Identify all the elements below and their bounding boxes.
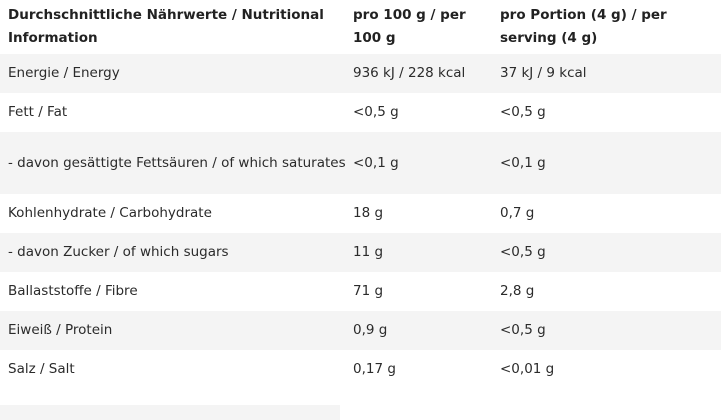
footer-strip — [0, 405, 340, 420]
table-row: Energie / Energy 936 kJ / 228 kcal 37 kJ… — [0, 54, 721, 93]
nutrient-label: Ballaststoffe / Fibre — [8, 283, 138, 299]
header-per-100g: pro 100 g / per 100 g — [353, 7, 466, 46]
nutrition-table: Durchschnittliche Nährwerte / Nutritiona… — [0, 0, 721, 389]
table-row: Salz / Salt 0,17 g <0,01 g — [0, 350, 721, 389]
value-per-portion: 2,8 g — [500, 283, 535, 299]
nutrient-label: Kohlenhydrate / Carbohydrate — [8, 205, 212, 221]
value-per-100g: 936 kJ / 228 kcal — [353, 65, 466, 81]
nutrient-label: Fett / Fat — [8, 104, 68, 120]
value-per-100g: 71 g — [353, 283, 384, 299]
nutrient-label: Salz / Salt — [8, 361, 75, 377]
table-row: Fett / Fat <0,5 g <0,5 g — [0, 93, 721, 132]
header-nutrient: Durchschnittliche Nährwerte / Nutritiona… — [8, 7, 324, 46]
nutrient-label: Energie / Energy — [8, 65, 120, 81]
table-row: Ballaststoffe / Fibre 71 g 2,8 g — [0, 272, 721, 311]
value-per-100g: 0,17 g — [353, 361, 396, 377]
nutrient-label: - davon gesättigte Fettsäuren / of which… — [8, 154, 346, 171]
value-per-100g: <0,5 g — [353, 104, 399, 120]
value-per-100g: 0,9 g — [353, 322, 388, 338]
value-per-portion: 37 kJ / 9 kcal — [500, 65, 587, 81]
table-row: Kohlenhydrate / Carbohydrate 18 g 0,7 g — [0, 194, 721, 233]
value-per-portion: <0,5 g — [500, 104, 546, 120]
header-per-portion: pro Portion (4 g) / per serving (4 g) — [500, 7, 667, 46]
value-per-portion: 0,7 g — [500, 205, 535, 221]
value-per-100g: <0,1 g — [353, 154, 399, 171]
value-per-portion: <0,5 g — [500, 244, 546, 260]
value-per-portion: <0,1 g — [500, 154, 546, 171]
nutrient-label: - davon Zucker / of which sugars — [8, 244, 229, 260]
table-row: Eiweiß / Protein 0,9 g <0,5 g — [0, 311, 721, 350]
nutrient-label: Eiweiß / Protein — [8, 322, 113, 338]
value-per-portion: <0,01 g — [500, 361, 555, 377]
table-row: - davon gesättigte Fettsäuren / of which… — [0, 132, 721, 194]
value-per-100g: 18 g — [353, 205, 384, 221]
table-header: Durchschnittliche Nährwerte / Nutritiona… — [0, 0, 721, 54]
table-row: - davon Zucker / of which sugars 11 g <0… — [0, 233, 721, 272]
value-per-100g: 11 g — [353, 244, 384, 260]
value-per-portion: <0,5 g — [500, 322, 546, 338]
